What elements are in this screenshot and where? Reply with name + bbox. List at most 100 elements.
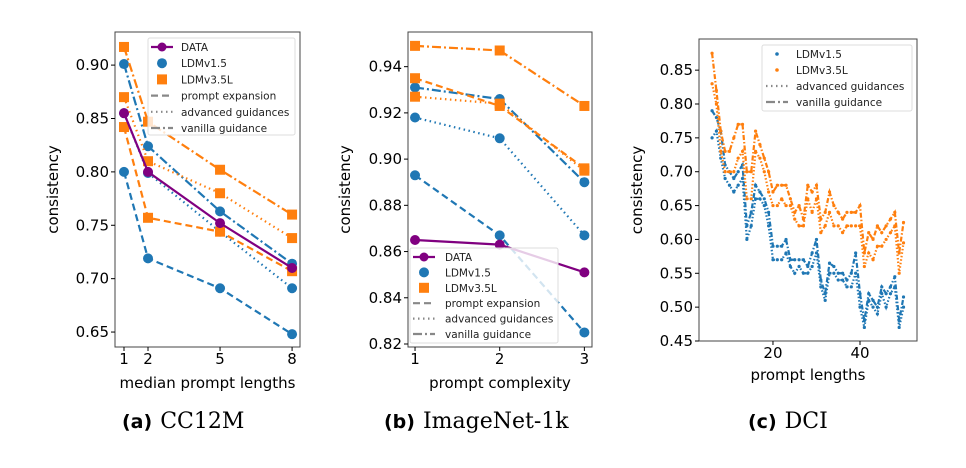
legend-marker bbox=[157, 58, 167, 69]
series-line bbox=[122, 46, 293, 216]
y-axis-label: consistency bbox=[628, 146, 646, 235]
data-point bbox=[119, 108, 130, 119]
data-point bbox=[836, 224, 840, 228]
data-point bbox=[758, 156, 762, 160]
legend-marker bbox=[419, 282, 429, 293]
data-point bbox=[814, 237, 819, 242]
legend bbox=[761, 44, 913, 112]
data-point bbox=[854, 271, 858, 275]
data-point bbox=[875, 305, 880, 309]
data-point bbox=[287, 329, 298, 340]
data-point bbox=[215, 188, 226, 199]
legend-label: prompt expansion bbox=[181, 91, 276, 103]
caption-b-label: (b) bbox=[384, 411, 415, 433]
data-point bbox=[780, 244, 784, 248]
data-point bbox=[287, 283, 298, 294]
data-point bbox=[884, 292, 888, 296]
data-point bbox=[740, 122, 745, 126]
data-point bbox=[840, 271, 845, 275]
data-point bbox=[784, 251, 788, 255]
y-tick-label: 0.55 bbox=[660, 264, 693, 282]
data-point bbox=[840, 231, 845, 235]
data-point bbox=[723, 176, 727, 181]
data-point bbox=[840, 278, 845, 282]
y-tick-label: 0.88 bbox=[369, 196, 402, 214]
series-line bbox=[122, 63, 293, 265]
x-axis-label: prompt lengths bbox=[751, 366, 866, 384]
data-point bbox=[884, 305, 888, 309]
data-point bbox=[119, 122, 130, 133]
data-point bbox=[143, 253, 154, 264]
data-point bbox=[893, 210, 897, 214]
data-point bbox=[723, 149, 727, 154]
y-tick-label: 0.65 bbox=[660, 197, 693, 215]
data-point bbox=[793, 258, 797, 262]
data-point bbox=[801, 271, 806, 275]
data-point bbox=[410, 112, 421, 123]
data-point bbox=[771, 203, 775, 208]
caption-b: (b) ImageNet-1k bbox=[384, 408, 569, 434]
data-point bbox=[719, 149, 723, 154]
data-point bbox=[810, 190, 814, 194]
data-point bbox=[875, 244, 880, 248]
data-point bbox=[732, 170, 736, 174]
y-tick-label: 0.92 bbox=[369, 104, 402, 122]
data-point bbox=[762, 170, 766, 174]
data-point bbox=[827, 261, 832, 265]
legend-marker bbox=[775, 68, 779, 72]
data-point bbox=[494, 239, 505, 250]
y-axis-label: consistency bbox=[44, 145, 62, 234]
data-point bbox=[753, 183, 758, 187]
data-point bbox=[723, 170, 727, 174]
x-tick-label: 1 bbox=[410, 350, 420, 368]
data-point bbox=[579, 165, 590, 176]
caption-b-text: ImageNet-1k bbox=[422, 409, 569, 434]
data-point bbox=[410, 170, 421, 181]
data-point bbox=[871, 237, 875, 242]
data-point bbox=[858, 292, 862, 296]
data-point bbox=[410, 91, 421, 102]
data-point bbox=[215, 206, 226, 217]
data-point bbox=[867, 231, 871, 235]
data-point bbox=[710, 82, 714, 86]
data-point bbox=[736, 122, 740, 126]
data-point bbox=[836, 278, 840, 282]
data-point bbox=[888, 285, 893, 289]
chart-2: 0.45 0.50 0.55 0.60 0.65 0.70 0.75 0.80 0.85 20 40… bbox=[628, 38, 918, 384]
data-point bbox=[801, 217, 806, 221]
data-point bbox=[797, 258, 801, 262]
data-point bbox=[767, 190, 771, 194]
data-point bbox=[888, 231, 893, 235]
data-point bbox=[410, 82, 421, 93]
legend-label: DATA bbox=[445, 252, 473, 264]
legend-label: LDMv1.5 bbox=[181, 58, 227, 70]
y-tick-label: 0.80 bbox=[660, 95, 693, 113]
data-point bbox=[901, 295, 906, 299]
data-point bbox=[788, 264, 792, 269]
data-point bbox=[793, 210, 797, 214]
data-point bbox=[119, 41, 130, 52]
y-tick-label: 0.90 bbox=[369, 150, 402, 168]
data-point bbox=[854, 251, 858, 255]
data-point bbox=[775, 244, 779, 248]
data-point bbox=[753, 197, 758, 201]
data-point bbox=[793, 271, 797, 275]
data-point bbox=[845, 224, 849, 228]
data-point bbox=[780, 258, 784, 262]
x-tick-label: 3 bbox=[580, 350, 590, 368]
data-point bbox=[494, 45, 505, 56]
data-point bbox=[862, 325, 866, 330]
data-point bbox=[893, 275, 897, 279]
data-point bbox=[745, 237, 749, 242]
data-point bbox=[819, 278, 823, 282]
caption-c: (c) DCI bbox=[748, 408, 828, 434]
data-point bbox=[119, 92, 130, 103]
data-point bbox=[819, 231, 823, 235]
data-point bbox=[823, 298, 827, 302]
data-point bbox=[719, 129, 723, 133]
data-point bbox=[871, 298, 875, 302]
data-point bbox=[762, 197, 766, 201]
data-point bbox=[287, 233, 298, 244]
x-tick-label: 8 bbox=[287, 350, 297, 368]
chart-1: 0.82 0.84 0.86 0.88 0.90 0.92 0.94 1 2 3 consisten… bbox=[336, 31, 593, 392]
